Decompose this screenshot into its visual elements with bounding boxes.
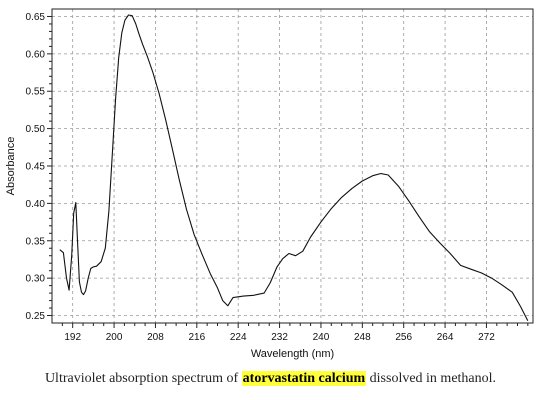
caption-highlight: atorvastatin calcium <box>241 371 367 386</box>
y-tick-label: 0.35 <box>26 236 46 247</box>
y-tick-label: 0.65 <box>26 12 46 23</box>
y-tick-label: 0.40 <box>26 199 46 210</box>
x-tick-label: 200 <box>106 332 123 343</box>
x-tick-label: 232 <box>271 332 288 343</box>
absorbance-series-line <box>59 14 529 322</box>
x-tick-label: 272 <box>478 332 495 343</box>
x-tick-label: 256 <box>395 332 412 343</box>
x-tick-label: 224 <box>230 332 247 343</box>
y-tick-label: 0.30 <box>26 274 46 285</box>
figure-caption: Ultraviolet absorption spectrum of atorv… <box>0 371 541 387</box>
y-tick-label: 0.25 <box>26 311 46 322</box>
caption-text-before: Ultraviolet absorption spectrum of <box>44 371 242 386</box>
y-tick-label: 0.50 <box>26 124 46 135</box>
caption-text-after: dissolved in methanol. <box>366 371 497 386</box>
x-tick-label: 216 <box>188 332 205 343</box>
axis-ticks: 192 200 208 216 224 232 240 248 256 264 272 0.25 0.3… <box>26 12 529 343</box>
x-tick-label: 240 <box>313 332 330 343</box>
y-tick-label: 0.55 <box>26 87 46 98</box>
y-axis-title: Absorbance <box>5 137 17 196</box>
series-group <box>59 14 529 322</box>
y-tick-label: 0.60 <box>26 49 46 60</box>
x-tick-label: 208 <box>147 332 164 343</box>
x-tick-label: 192 <box>64 332 81 343</box>
x-axis-title: Wavelength (nm) <box>251 348 334 360</box>
x-tick-label: 248 <box>354 332 371 343</box>
x-tick-label: 264 <box>437 332 454 343</box>
uv-absorption-chart: 192 200 208 216 224 232 240 248 256 264 272 0.25 0.3… <box>5 8 534 360</box>
y-tick-label: 0.45 <box>26 162 46 173</box>
chart-grid <box>52 9 533 323</box>
